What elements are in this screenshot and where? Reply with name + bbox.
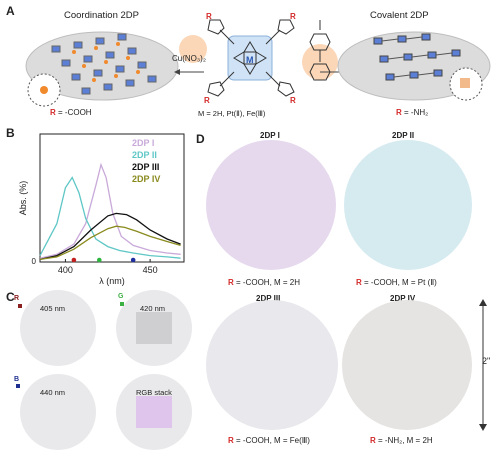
legend-entry-2: 2DP II — [132, 150, 157, 160]
wafer-2dp-2 — [344, 140, 472, 270]
disk-420nm — [116, 290, 192, 366]
marker-b: B — [14, 376, 20, 383]
wavelength-marker-3 — [130, 257, 136, 263]
label-405nm: 405 nm — [40, 304, 66, 313]
disk-title-2dp-3: 2DP III — [256, 294, 281, 303]
coordination-framework-illustration — [25, 31, 179, 107]
metal-center-label: M — [246, 55, 254, 65]
covalent-title: Covalent 2DP — [370, 10, 429, 21]
legend-entry-1: 2DP I — [132, 138, 154, 148]
wafer-2dp-3 — [206, 300, 338, 430]
y-axis-label: Abs. (%) — [18, 181, 28, 216]
disk-405nm — [20, 290, 96, 366]
r-label-top-left: R — [206, 12, 212, 21]
metal-caption: M = 2H, Pt(Ⅱ), Fe(Ⅲ) — [198, 109, 266, 118]
covalent-framework-illustration — [337, 31, 491, 101]
y-zero-label: 0 — [32, 257, 37, 266]
r-label-bottom-right: R — [290, 96, 296, 105]
aldehyde-linker — [302, 20, 338, 81]
size-arrow — [479, 299, 487, 431]
x-tick-label-1: 450 — [143, 265, 158, 275]
coordination-title: Coordination 2DP — [64, 10, 139, 21]
r-label-top-right: R — [290, 12, 296, 21]
x-axis-label: λ (nm) — [99, 276, 125, 286]
absorbance-chart: 400 450 λ (nm) Abs. (%) 0 2DP I 2DP II 2DP III 2… — [18, 133, 185, 286]
size-label: 2" — [482, 356, 491, 366]
disk-420nm-pattern — [136, 312, 172, 344]
caption-2dp-3: R = -COOH, M = Fe(Ⅲ) — [228, 436, 310, 445]
caption-2dp-2: R = -COOH, M = Pt (Ⅱ) — [356, 278, 437, 287]
series-line-1 — [39, 162, 181, 259]
label-420nm: 420 nm — [140, 304, 166, 313]
disk-title-2dp-4: 2DP IV — [390, 294, 416, 303]
legend-entry-3: 2DP III — [132, 162, 159, 172]
label-440nm: 440 nm — [40, 388, 66, 397]
caption-2dp-1: R = -COOH, M = 2H — [228, 278, 301, 287]
panel-b-label: B — [6, 126, 15, 140]
disk-rgb-pattern — [136, 396, 172, 428]
legend-entry-4: 2DP IV — [132, 174, 160, 184]
marker-r-dot — [18, 304, 22, 308]
marker-g: G — [118, 293, 124, 300]
chart-frame — [39, 133, 185, 263]
porphyrin-structure — [207, 19, 295, 97]
disk-440nm — [20, 374, 96, 450]
panel-a-label: A — [6, 4, 15, 18]
marker-r: R — [14, 295, 20, 302]
series-line-4 — [39, 225, 181, 261]
copper-nitrate-label: Cu(NO₃)₂ — [172, 54, 206, 63]
disk-title-2dp-2: 2DP II — [392, 131, 415, 140]
panel-c-label: C — [6, 290, 15, 304]
caption-2dp-4: R = -NH₂, M = 2H — [370, 436, 433, 445]
marker-b-dot — [16, 384, 20, 388]
right-r-caption: R = -NH₂ — [396, 108, 429, 117]
wafer-2dp-4 — [342, 300, 472, 430]
series-line-3 — [39, 212, 181, 261]
x-tick-label-0: 400 — [58, 265, 73, 275]
wavelength-marker-1 — [71, 257, 77, 263]
r-label-bottom-left: R — [204, 96, 210, 105]
wafer-2dp-1 — [206, 140, 336, 270]
series-line-2 — [39, 176, 181, 259]
label-rgb-stack: RGB stack — [136, 388, 172, 397]
reagent-glow — [179, 35, 207, 63]
reaction-arrows — [174, 69, 348, 75]
disk-title-2dp-1: 2DP I — [260, 131, 280, 140]
marker-g-dot — [120, 302, 124, 306]
disk-rgb-stack — [116, 374, 192, 450]
wavelength-marker-2 — [96, 257, 102, 263]
panel-d-label: D — [196, 132, 205, 146]
left-r-caption: R = -COOH — [50, 108, 92, 117]
